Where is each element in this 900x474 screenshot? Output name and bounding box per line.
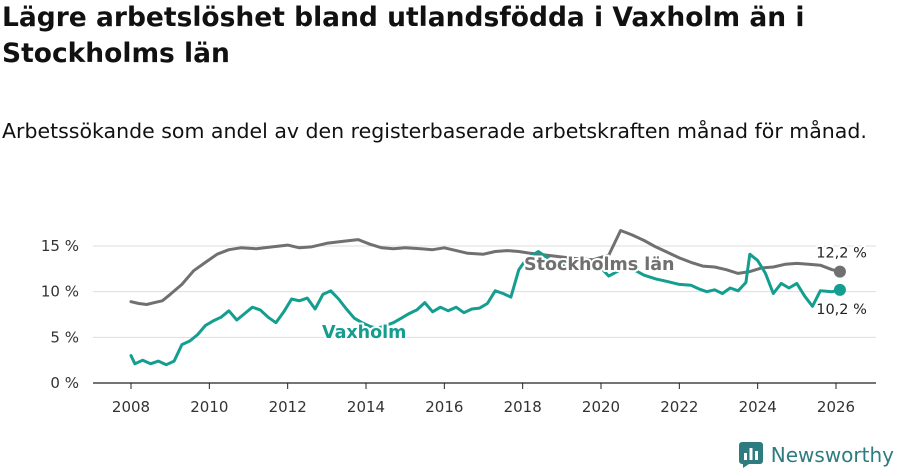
chart-subtitle: Arbetssökande som andel av den registerb… [2,119,867,143]
brand-name: Newsworthy [770,443,894,467]
x-tick-label: 2014 [347,398,385,416]
grid-lines: 0 % 5 % 10 % 15 % [41,237,876,392]
y-tick-label: 15 % [41,237,79,255]
x-tick-label: 2018 [504,398,542,416]
y-tick-label: 0 % [50,374,79,392]
x-tick-label: 2016 [425,398,463,416]
x-tick-label: 2010 [190,398,228,416]
chart-title: Lägre arbetslöshet bland utlandsfödda i … [2,2,805,69]
x-tick-label: 2008 [112,398,150,416]
x-tick-label: 2024 [739,398,777,416]
x-tick-label: 2020 [582,398,620,416]
vaxholm-series-label: Vaxholm [322,323,406,343]
x-tick-label: 2026 [817,398,855,416]
x-tick-label: 2012 [269,398,307,416]
newsworthy-logo-icon [738,442,763,468]
y-tick-label: 5 % [50,328,79,346]
vaxholm-line [129,250,842,367]
vaxholm-end-marker [833,283,846,296]
x-axis: 2008 2010 2012 2014 2016 2018 2020 2022 2024 2026 [112,383,855,416]
stockholm-end-value: 12,2 % [816,246,867,262]
x-tick-label: 2022 [660,398,698,416]
series-labels: Stockholms län Vaxholm 12,2 % 10,2 % [320,244,869,345]
stockholm-line [129,229,842,306]
vaxholm-end-value: 10,2 % [816,302,867,318]
stockholm-series-label: Stockholms län [524,255,675,275]
newsworthy-logo: Newsworthy [738,440,894,470]
series-lines [129,229,846,367]
stockholm-end-marker [833,265,846,278]
y-tick-label: 10 % [41,283,79,301]
